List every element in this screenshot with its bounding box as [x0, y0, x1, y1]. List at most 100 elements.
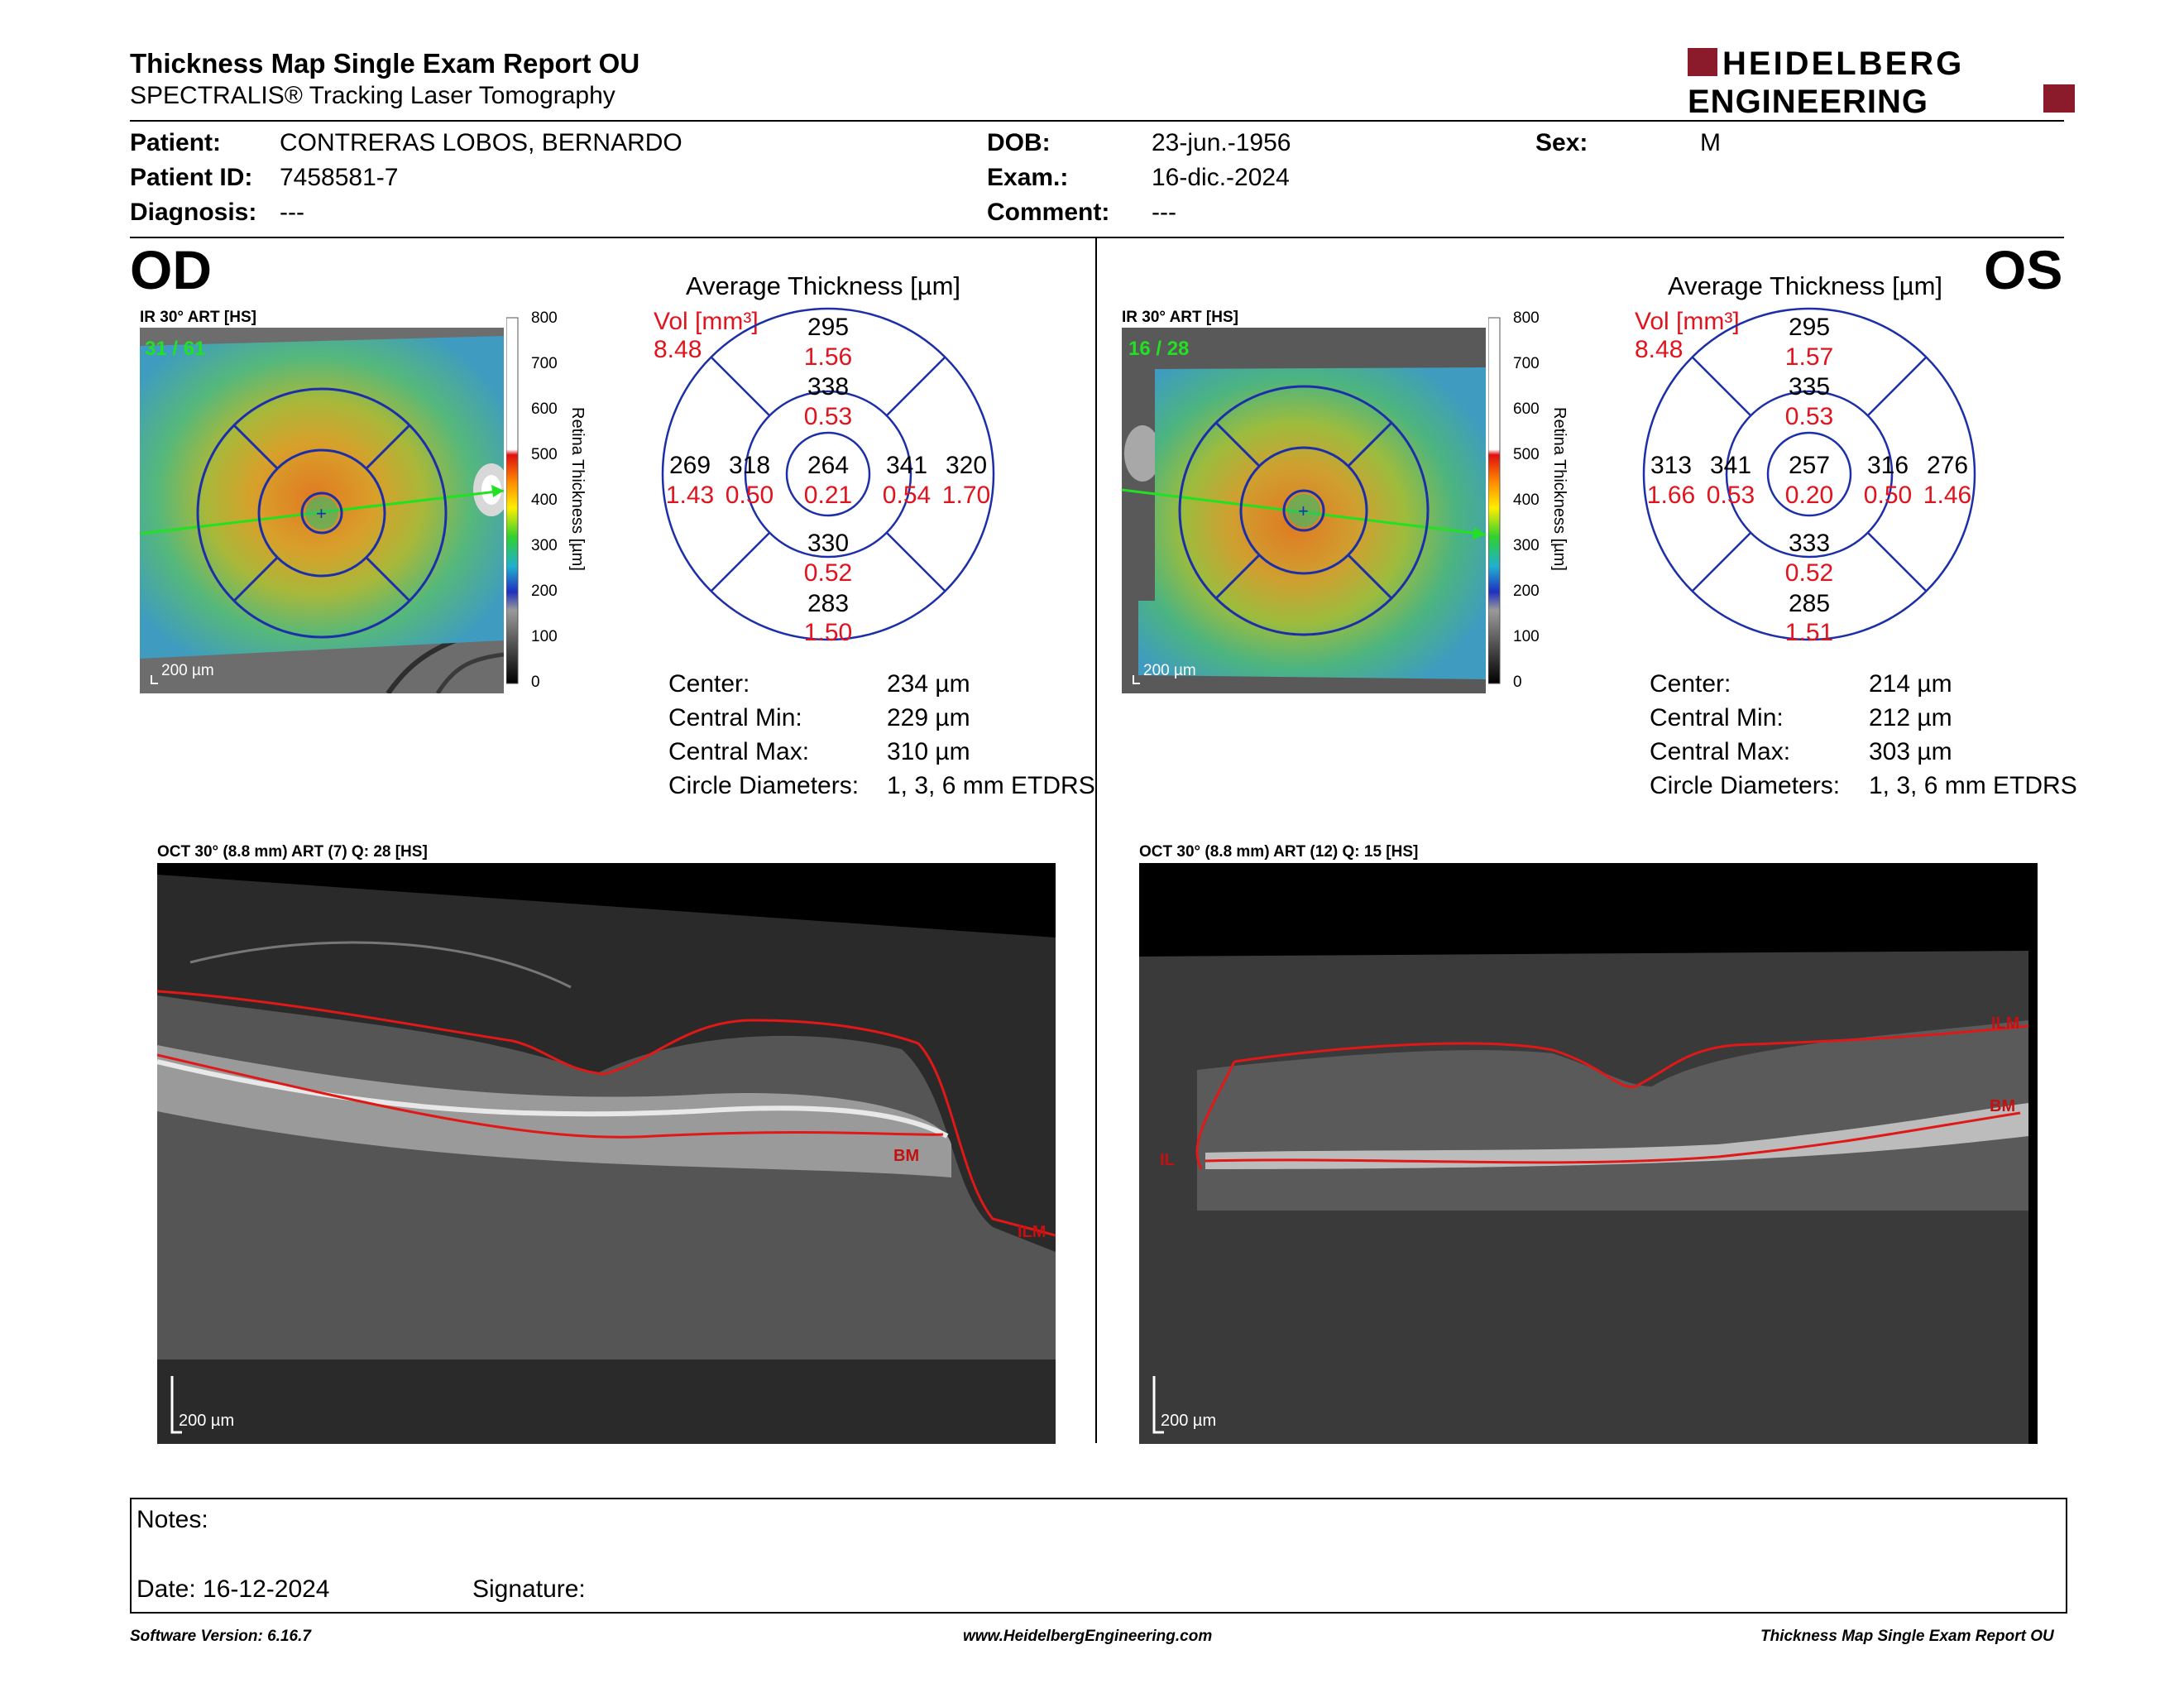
comment-value: ---: [1152, 199, 1176, 226]
od-outer-inf-volume: 1.50: [804, 619, 852, 644]
od-outer-sup-thickness: 295: [807, 314, 849, 341]
svg-text:0: 0: [1513, 674, 1522, 691]
patient-name: CONTRERAS LOBOS, BERNARDO: [280, 129, 682, 156]
od-vol-label: Vol [mm³]: [654, 308, 759, 335]
od-avg-title: Average Thickness [µm]: [686, 271, 961, 300]
patient-rule: [130, 237, 2064, 238]
notes-box[interactable]: Notes: Date: 16-12-2024 Signature:: [130, 1498, 2067, 1614]
os-stat-center-label: Center:: [1650, 670, 1731, 698]
od-outer-left-thickness: 269: [669, 452, 711, 479]
os-avg-title: Average Thickness [µm]: [1668, 271, 1943, 300]
od-inner-left-volume: 0.50: [726, 482, 774, 509]
os-oct-scale: 200 µm: [1161, 1412, 1216, 1430]
svg-text:+: +: [316, 503, 327, 524]
os-outer-left-thickness: 313: [1650, 452, 1692, 479]
notes-signature-label: Signature:: [472, 1575, 586, 1603]
sex-value: M: [1700, 129, 1721, 156]
exam-label: Exam.:: [987, 164, 1069, 191]
od-ir-thickness-map: + 31 / 61 200 µm: [140, 328, 504, 693]
od-stat-max-label: Central Max:: [668, 738, 810, 765]
svg-text:200: 200: [1513, 583, 1540, 600]
os-stat-max-value: 303 µm: [1869, 738, 1952, 765]
os-center-thickness: 257: [1789, 452, 1830, 479]
os-stat-min-value: 212 µm: [1869, 704, 1952, 731]
od-oct-bscan: BM ILM 200 µm: [157, 863, 1056, 1444]
od-outer-inf-thickness: 283: [807, 590, 849, 617]
svg-text:ENGINEERING: ENGINEERING: [1688, 84, 1928, 116]
os-ir-thickness-map: + 16 / 28 200 µm: [1122, 328, 1486, 693]
report-subtitle: SPECTRALIS® Tracking Laser Tomography: [130, 82, 615, 109]
footer-report-name: Thickness Map Single Exam Report OU: [1760, 1628, 2054, 1645]
od-inner-right-volume: 0.54: [883, 482, 931, 509]
os-inner-left-thickness: 341: [1710, 452, 1751, 479]
svg-text:100: 100: [531, 628, 558, 645]
patient-label: Patient:: [130, 129, 222, 156]
od-frames-count: 31 / 61: [145, 338, 205, 360]
od-eye-label: OD: [130, 239, 212, 300]
od-stat-center-value: 234 µm: [887, 670, 970, 698]
svg-text:500: 500: [1513, 446, 1540, 463]
os-outer-sup-volume: 1.57: [1785, 343, 1833, 371]
svg-text:400: 400: [1513, 492, 1540, 509]
notes-date: Date: 16-12-2024: [136, 1575, 330, 1603]
os-inner-inf-thickness: 333: [1789, 530, 1830, 557]
od-etdrs-grid: 295 1.56 338 0.53 264 0.21 330 0.52 283 …: [661, 307, 995, 644]
os-oct-il-label: IL: [1160, 1151, 1175, 1169]
os-oct-caption: OCT 30° (8.8 mm) ART (12) Q: 15 [HS]: [1139, 843, 1419, 861]
od-center-thickness: 264: [807, 452, 849, 479]
os-inner-sup-volume: 0.53: [1785, 403, 1833, 430]
footer-software-version: Software Version: 6.16.7: [130, 1628, 311, 1645]
od-inner-right-thickness: 341: [886, 452, 927, 479]
os-oct-bscan: ILM BM IL 200 µm: [1139, 863, 2038, 1444]
od-inner-inf-volume: 0.52: [804, 559, 852, 587]
od-stat-max-value: 310 µm: [887, 738, 970, 765]
os-colorbar-label: Retina Thickness [µm]: [1550, 407, 1569, 571]
os-vol-total: 8.48: [1635, 336, 1684, 363]
dob-label: DOB:: [987, 129, 1051, 156]
svg-text:700: 700: [1513, 355, 1540, 372]
svg-text:100: 100: [1513, 628, 1540, 645]
od-stat-center-label: Center:: [668, 670, 750, 698]
od-vol-total: 8.48: [654, 336, 702, 363]
os-stat-diam-label: Circle Diameters:: [1650, 772, 1841, 799]
od-outer-left-volume: 1.43: [666, 482, 714, 509]
os-outer-inf-thickness: 285: [1789, 590, 1830, 617]
od-ir-scale: 200 µm: [161, 662, 214, 679]
header-rule: [130, 120, 2064, 122]
os-oct-ilm-label: ILM: [1991, 1014, 2019, 1033]
od-oct-ilm-label: ILM: [1018, 1223, 1046, 1241]
od-ir-caption: IR 30° ART [HS]: [140, 309, 256, 326]
eye-divider: [1095, 238, 1097, 1443]
heidelberg-logo: HEIDELBERG ENGINEERING: [1688, 46, 2075, 116]
os-vol-label: Vol [mm³]: [1635, 308, 1740, 335]
os-oct-bm-label: BM: [1990, 1097, 2015, 1115]
os-outer-inf-volume: 1.51: [1785, 619, 1833, 644]
os-inner-right-volume: 0.50: [1864, 482, 1912, 509]
od-inner-sup-thickness: 338: [807, 373, 849, 400]
svg-text:HEIDELBERG: HEIDELBERG: [1722, 46, 1964, 82]
svg-text:+: +: [1298, 501, 1309, 521]
svg-text:700: 700: [531, 355, 558, 372]
comment-label: Comment:: [987, 199, 1110, 226]
od-oct-scale: 200 µm: [179, 1412, 234, 1430]
od-stat-min-value: 229 µm: [887, 704, 970, 731]
footer-website[interactable]: www.HeidelbergEngineering.com: [963, 1628, 1213, 1645]
diagnosis-label: Diagnosis:: [130, 199, 257, 226]
diagnosis-value: ---: [280, 199, 304, 226]
os-center-volume: 0.20: [1785, 482, 1833, 509]
od-outer-sup-volume: 1.56: [804, 343, 852, 371]
os-outer-left-volume: 1.66: [1647, 482, 1695, 509]
od-center-volume: 0.21: [804, 482, 852, 509]
os-eye-label: OS: [1984, 239, 2063, 300]
od-stat-diam-value: 1, 3, 6 mm ETDRS: [887, 772, 1095, 799]
os-inner-inf-volume: 0.52: [1785, 559, 1833, 587]
od-outer-right-volume: 1.70: [942, 482, 990, 509]
svg-text:600: 600: [531, 400, 558, 418]
od-inner-inf-thickness: 330: [807, 530, 849, 557]
od-inner-left-thickness: 318: [729, 452, 770, 479]
os-inner-right-thickness: 316: [1867, 452, 1909, 479]
svg-text:800: 800: [531, 309, 558, 327]
od-colorbar: 800 700 600 500 400 300 200 100 0 Retina…: [506, 309, 587, 691]
report-title: Thickness Map Single Exam Report OU: [130, 48, 640, 79]
svg-text:300: 300: [1513, 537, 1540, 554]
